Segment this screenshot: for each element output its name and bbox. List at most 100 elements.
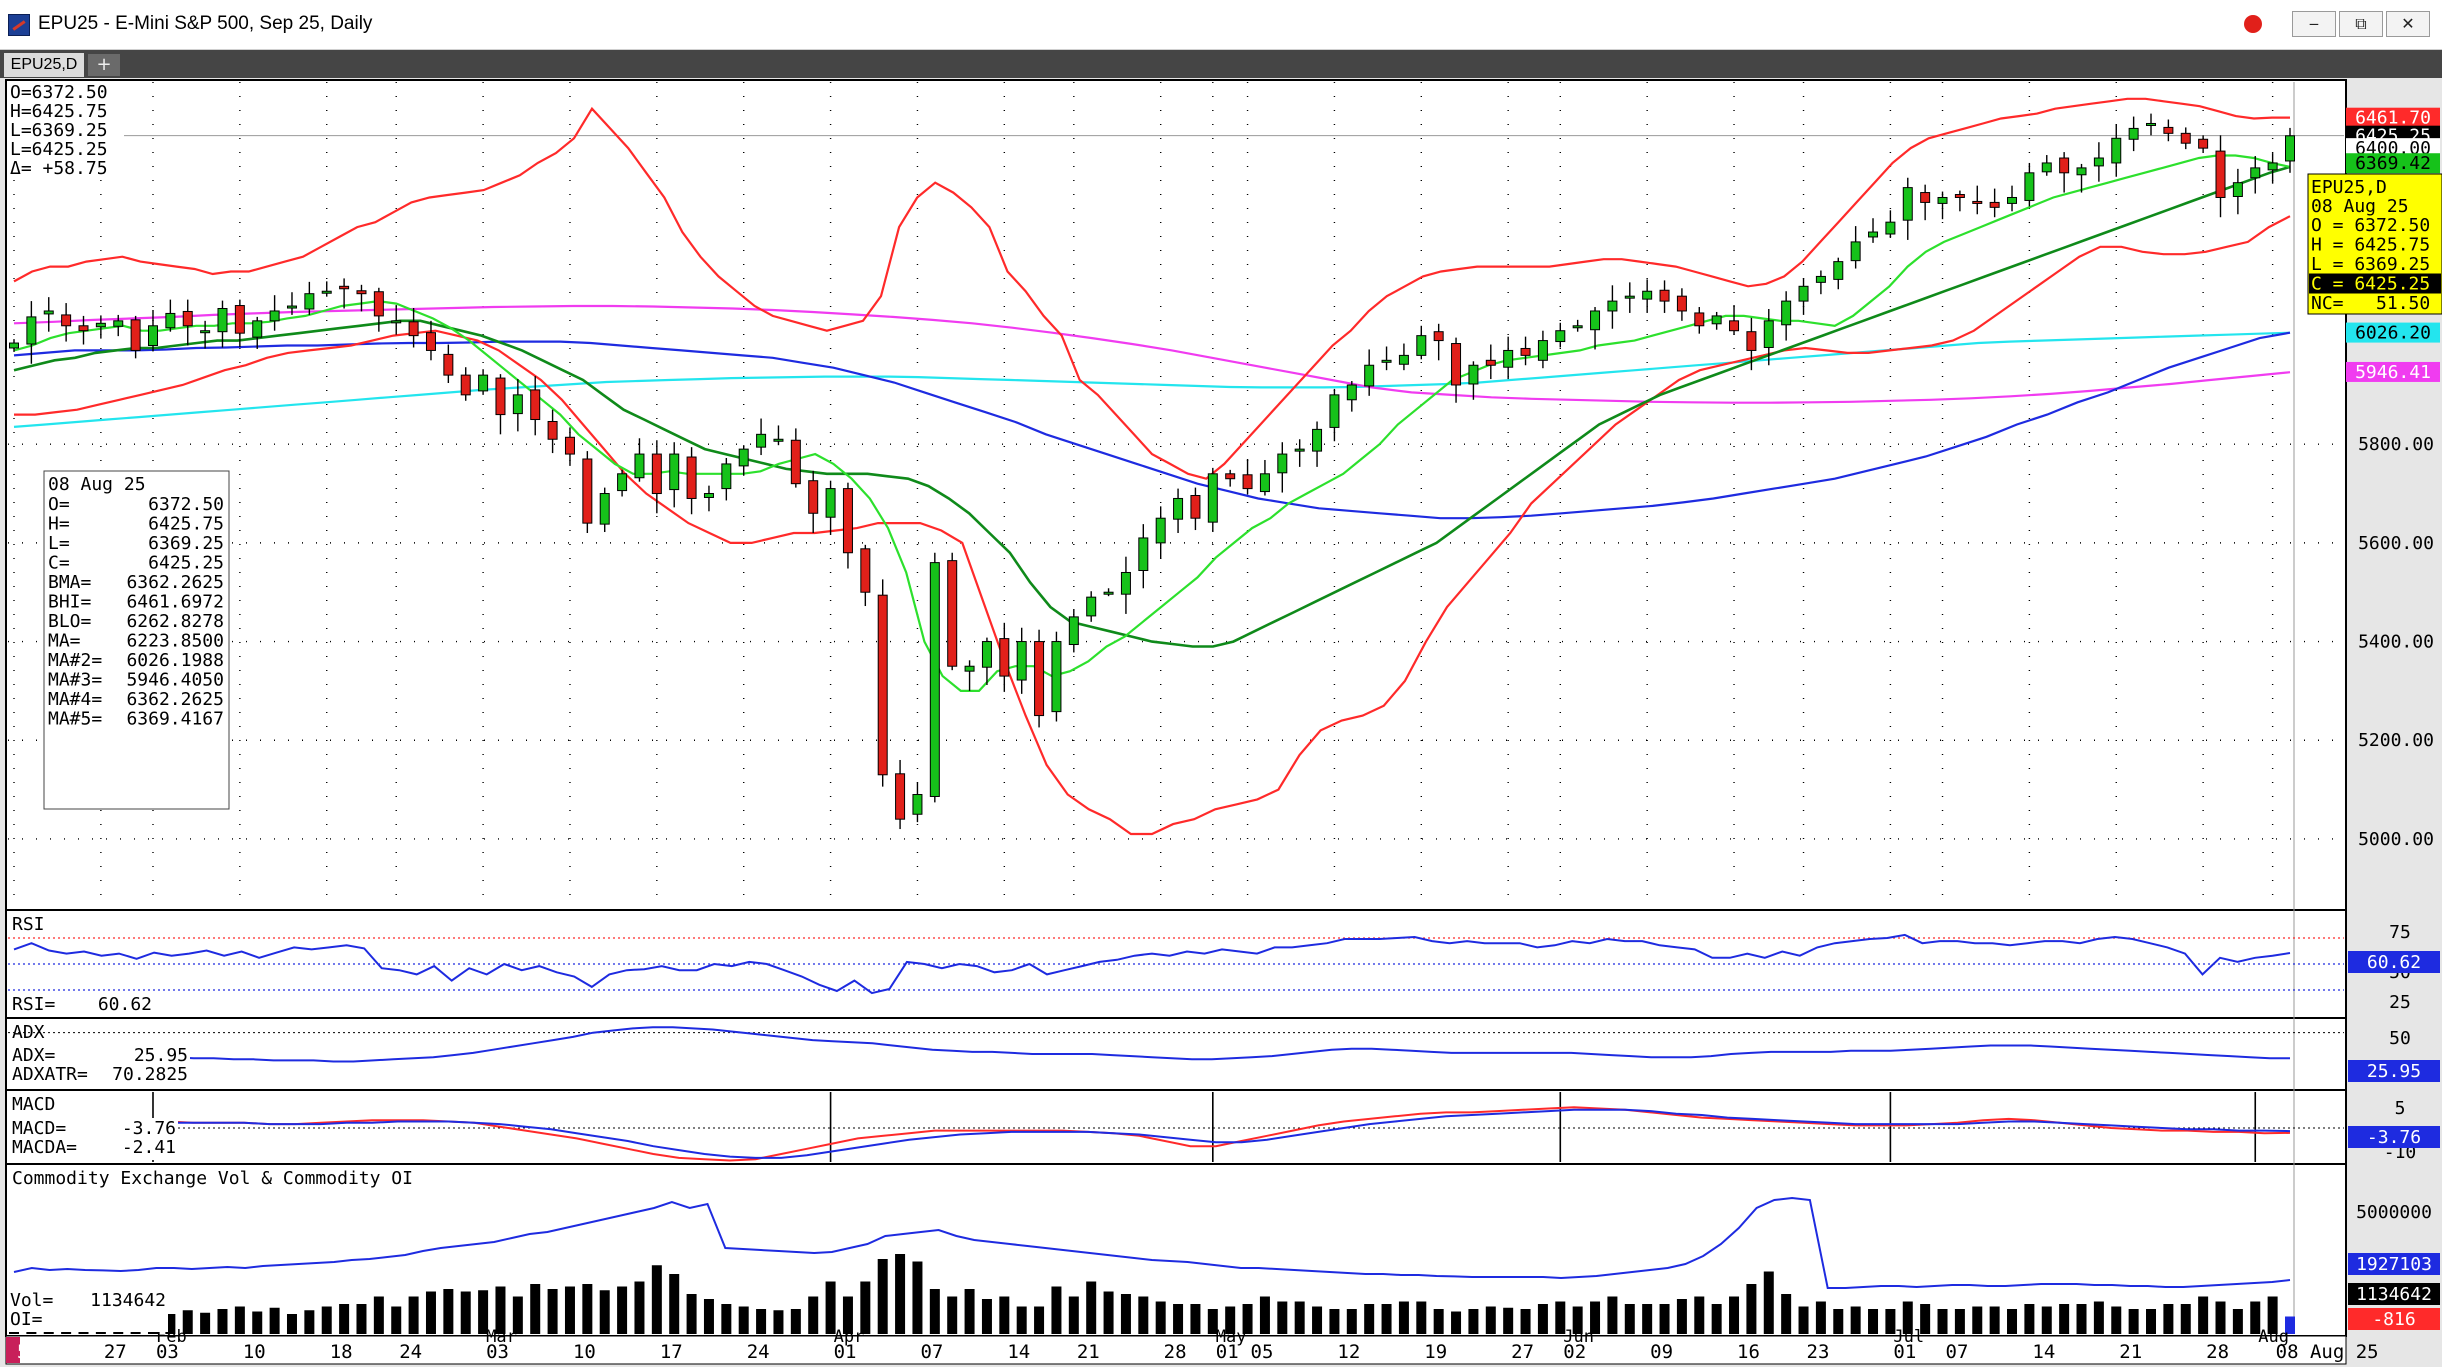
candle-body (1034, 641, 1045, 717)
price-tag: 6026.20 (2355, 323, 2431, 344)
data-window-label: MA#2= (48, 650, 102, 671)
candle-body (43, 310, 54, 315)
candle-body (130, 319, 141, 351)
volume-bar (2180, 1304, 2191, 1334)
adx-readout-value: 25.95 (134, 1045, 188, 1066)
x-tick-label: 01 (834, 1341, 857, 1363)
tab-epu25-d[interactable]: EPU25,D (4, 53, 84, 77)
oi-tag: 1927103 (2356, 1254, 2432, 1275)
volume-bar (1329, 1309, 1340, 1334)
volume-bar (1190, 1304, 1201, 1334)
candle-body (634, 453, 645, 479)
volume-bar (1416, 1301, 1427, 1334)
candle-body (373, 291, 384, 317)
candle-body (929, 562, 940, 797)
volume-bar (686, 1294, 697, 1334)
candle-body (61, 314, 72, 327)
candle-body (582, 458, 593, 524)
volume-bar (1590, 1301, 1601, 1334)
bollinger-upper-line (13, 97, 2290, 480)
volume-bar (1398, 1301, 1409, 1334)
chg-tag: -816 (2372, 1309, 2415, 1330)
candle-body (651, 453, 662, 495)
candle-body (2180, 132, 2191, 144)
x-tick-label: 14 (2032, 1341, 2055, 1363)
candle-body (113, 320, 124, 327)
volume-bar (1277, 1301, 1288, 1334)
volume-bar (999, 1296, 1010, 1334)
candle-body (1155, 517, 1166, 544)
candle-body (1346, 384, 1357, 401)
volume-tick-5000000: 5000000 (2356, 1202, 2432, 1223)
candle-body (599, 493, 610, 525)
minimize-button[interactable]: ‒ (2292, 11, 2336, 37)
volume-bar (1624, 1304, 1635, 1334)
adx-panel[interactable] (5, 1017, 2347, 1091)
volume-bar (182, 1310, 193, 1334)
volume-bar (2059, 1304, 2070, 1334)
candle-body (1485, 359, 1496, 366)
volume-bar (1868, 1309, 1879, 1334)
data-window-label: BLO= (48, 611, 92, 632)
x-month-label: Jul (1893, 1327, 1924, 1347)
volume-bar (634, 1281, 645, 1334)
price-panel[interactable] (5, 79, 2347, 911)
x-tick-label: 21 (2119, 1341, 2142, 1363)
candle-body (1868, 231, 1879, 238)
volume-bar (1173, 1304, 1184, 1334)
info-box-date: 08 Aug 25 (2311, 196, 2409, 217)
volume-bar (2232, 1309, 2243, 1334)
volume-bar (1555, 1301, 1566, 1334)
candle-body (252, 320, 263, 338)
candle-body (1451, 343, 1462, 386)
ma-magenta-line (13, 304, 2291, 404)
x-tick-label: 08 Aug 25 (2276, 1341, 2379, 1363)
candle-body (1416, 335, 1427, 356)
volume-bar (2128, 1309, 2139, 1334)
ohlc-low: L=6369.25 (10, 120, 108, 141)
data-window-value: 6461.6972 (126, 592, 224, 613)
record-icon[interactable] (2244, 15, 2262, 33)
x-tick-label: 10 (243, 1341, 266, 1363)
volume-bar (1659, 1304, 1670, 1334)
candle-body (165, 312, 176, 329)
rsi-panel[interactable] (5, 909, 2347, 1019)
volume-bar (1259, 1296, 1270, 1334)
candle-body (1190, 495, 1201, 519)
volume-bar (1520, 1309, 1531, 1334)
info-box-row: C = 6425.25 (2311, 274, 2430, 295)
x-tick-label: 03 (486, 1341, 509, 1363)
window-title: EPU25 - E-Mini S&P 500, Sep 25, Daily (38, 13, 373, 34)
volume-bar (252, 1311, 263, 1334)
oi-readout-label: OI= (10, 1309, 43, 1330)
x-tick-label: 27 (104, 1341, 127, 1363)
macd-panel[interactable] (5, 1089, 2347, 1165)
data-window-value: 5946.4050 (126, 670, 224, 691)
volume-bar (321, 1306, 332, 1334)
candle-body (1694, 312, 1705, 327)
chart-canvas[interactable]: 5000.00 5200.00 5400.00 5600.00 5800.00 5 27 03… (0, 78, 2442, 1367)
add-tab-button[interactable]: + (88, 54, 120, 76)
volume-bar (373, 1296, 384, 1334)
volume-bar (2111, 1306, 2122, 1334)
adx-tag: 25.95 (2367, 1061, 2421, 1082)
volume-bar (2024, 1304, 2035, 1334)
restore-button[interactable]: ⧉ (2339, 11, 2383, 37)
volume-bar (2267, 1296, 2278, 1334)
candle-body (1225, 473, 1236, 480)
data-window-label: BMA= (48, 572, 92, 593)
x-month-label: Mar (486, 1327, 517, 1347)
volume-bar (530, 1284, 541, 1334)
candle-body (2285, 135, 2295, 162)
data-window-label: MA= (48, 631, 81, 652)
ohlc-high: H=6425.75 (10, 101, 108, 122)
x-month-label: Apr (834, 1327, 865, 1347)
volume-bar (1381, 1304, 1392, 1334)
macda-line (13, 1108, 2291, 1159)
macd-tick-5: 5 (2395, 1098, 2406, 1119)
candle-body (808, 480, 819, 514)
close-button[interactable]: ✕ (2386, 11, 2430, 37)
volume-bar (1572, 1306, 1583, 1334)
candle-body (1520, 347, 1531, 356)
candle-body (1833, 261, 1844, 280)
